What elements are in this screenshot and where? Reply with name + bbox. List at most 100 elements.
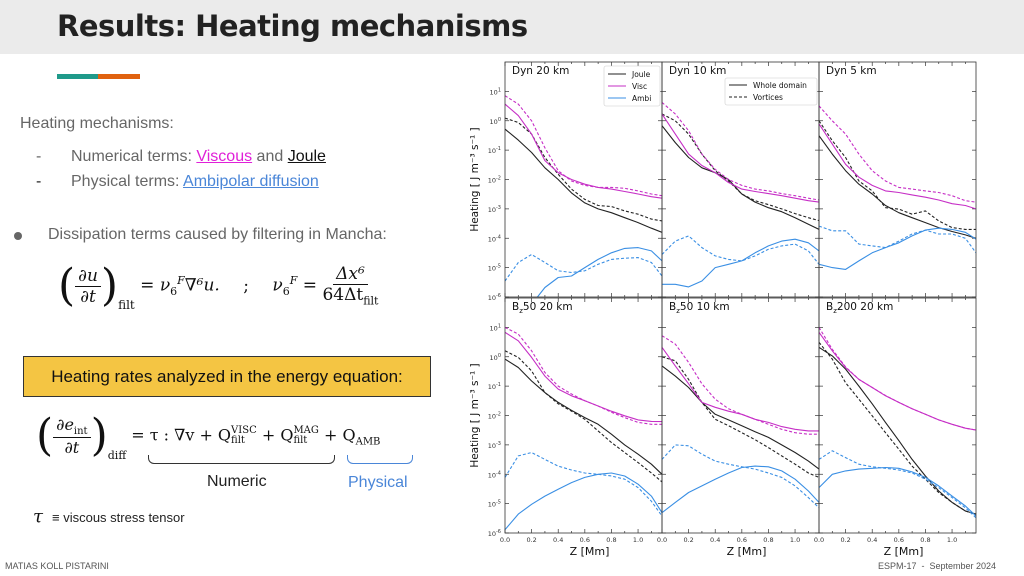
x-tick-label: 0.2: [683, 536, 693, 544]
x-tick-label: 1.0: [947, 536, 957, 544]
series-line-joule-vortices: [505, 350, 662, 483]
tau-symbol: τ: [33, 506, 43, 527]
x-tick-label: 0.8: [606, 536, 616, 544]
series-line-visc-vortices: [662, 335, 819, 435]
slide-title: Results: Heating mechanisms: [57, 9, 528, 43]
series-line-joule-whole: [505, 358, 662, 475]
viscous-term: Viscous: [196, 148, 253, 165]
legend-regions: Whole domain Vortices: [724, 77, 818, 106]
series-line-ambi-vortices: [505, 253, 662, 282]
eq2-q1-sup: VISC: [231, 425, 257, 436]
y-tick-label: 10-3: [488, 441, 501, 450]
series-line-visc-whole: [662, 346, 819, 432]
eq1-nu: ν: [272, 275, 283, 296]
series-line-visc-whole: [819, 331, 976, 431]
subplot-4: 101 100 10-1 10-2 10-3 10-4 10-5 10-6 Bz50 20 km…: [469, 297, 663, 558]
subplot-6: Bz200 20 km 0.0 0.2 0.4 0.6 0.8 1.0 Z [Mm]: [814, 297, 977, 558]
series-line-joule-vortices: [819, 120, 976, 230]
y-tick-label: 101: [490, 323, 501, 332]
y-axis-label: Heating [ J m⁻³ s⁻¹ ]: [469, 127, 481, 231]
series-line-ambi-whole: [505, 472, 662, 531]
x-axis-label: Z [Mm]: [727, 545, 767, 558]
series-line-ambi-whole: [662, 465, 819, 514]
dash-marker: -: [36, 148, 42, 165]
filter-equation: (∂u ∂t)filt = ν6F∇⁶u. ; ν6F = Δx⁶ 64Δtfilt: [58, 260, 379, 312]
dissipation-bullet: Dissipation terms caused by filtering in…: [48, 226, 387, 243]
legend-box: [603, 65, 661, 107]
series-line-ambi-vortices: [819, 225, 976, 254]
series-line-visc-vortices: [505, 95, 662, 197]
numeric-brace: [148, 455, 335, 464]
ambipolar-term: Ambipolar diffusion: [183, 173, 319, 190]
subplot-2: Dyn 10 km: [661, 61, 820, 298]
y-tick-label: 10-1: [488, 146, 501, 155]
physical-label: Physical: [348, 474, 408, 491]
x-tick-label: 0.8: [920, 536, 930, 544]
series-line-ambi-whole: [819, 466, 976, 517]
x-tick-label: 0.2: [840, 536, 850, 544]
eq2-q2-sup: MAG: [293, 425, 319, 436]
legend-box: [724, 77, 818, 106]
y-tick-label: 101: [490, 87, 501, 96]
series-line-ambi-vortices: [819, 450, 976, 519]
x-axis-label: Z [Mm]: [884, 545, 924, 558]
series-group: [505, 95, 662, 297]
x-tick-label: 0.8: [763, 536, 773, 544]
y-tick-label: 10-2: [488, 412, 501, 421]
subplot-title: Dyn 10 km: [669, 65, 726, 77]
y-tick-label: 10-1: [488, 382, 501, 391]
series-line-visc-whole: [819, 123, 976, 210]
series-group: [662, 335, 819, 514]
intro-heading: Heating mechanisms:: [20, 115, 174, 132]
y-tick-label: 10-4: [488, 234, 501, 243]
footer-author: MATIAS KOLL PISTARINI: [5, 561, 109, 571]
eq1-rhs-sup: F: [177, 273, 185, 287]
series-line-joule-whole: [662, 365, 819, 470]
numeric-label: Numeric: [207, 473, 267, 490]
dash-marker: -: [36, 173, 42, 190]
physical-terms-prefix: Physical terms:: [71, 173, 184, 190]
y-tick-label: 10-6: [488, 293, 501, 302]
series-line-joule-vortices: [505, 117, 662, 222]
series-line-ambi-whole: [662, 238, 819, 288]
physical-brace: [347, 455, 413, 464]
y-tick-label: 10-2: [488, 176, 501, 185]
callout-text: Heating rates analyzed in the energy equ…: [51, 366, 403, 386]
x-tick-label: 1.0: [633, 536, 643, 544]
series-line-joule-vortices: [662, 356, 819, 478]
axes-frame: [818, 61, 977, 298]
x-tick-label: 0.2: [526, 536, 536, 544]
legend-label-joule: Joule: [631, 70, 651, 79]
eq1-numerator: ∂u: [75, 266, 101, 287]
series-group: [819, 327, 976, 519]
series-line-visc-whole: [662, 113, 819, 203]
subplot-3: Dyn 5 km: [818, 61, 977, 298]
y-tick-label: 10-4: [488, 470, 501, 479]
footer-event: ESPM-17 - September 2024: [878, 561, 997, 571]
accent-bar-teal: [57, 74, 98, 79]
series-group: [819, 105, 976, 270]
eq2-amb-sub: AMB: [355, 436, 381, 448]
axes-frame: [661, 297, 820, 534]
eq1-frac-den-sub: filt: [363, 294, 379, 308]
eq2-q2-sub: filt: [293, 435, 308, 446]
tau-definition: ≡ viscous stress tensor: [52, 510, 185, 525]
series-line-ambi-vortices: [505, 451, 662, 517]
y-tick-label: 100: [490, 117, 501, 126]
series-line-ambi-whole: [536, 247, 662, 297]
eq2-numerator: ∂e: [56, 414, 74, 434]
bullet-dot-icon: [14, 232, 22, 240]
eq1-rhs: = ν: [140, 275, 171, 296]
series-line-ambi-vortices: [662, 444, 819, 509]
legend-label-dashed: Vortices: [753, 93, 783, 102]
series-line-joule-whole: [662, 125, 819, 230]
legend-label-solid: Whole domain: [753, 81, 807, 90]
eq1-rhs-sub: 6: [170, 284, 178, 298]
numerical-terms-prefix: Numerical terms:: [71, 148, 197, 165]
series-group: [505, 326, 662, 531]
x-tick-label: 0.6: [737, 536, 747, 544]
x-tick-label: 0.0: [500, 536, 510, 544]
x-tick-label: 0.4: [553, 536, 563, 544]
eq1-separator: ;: [243, 275, 249, 296]
series-line-visc-whole: [505, 103, 662, 199]
